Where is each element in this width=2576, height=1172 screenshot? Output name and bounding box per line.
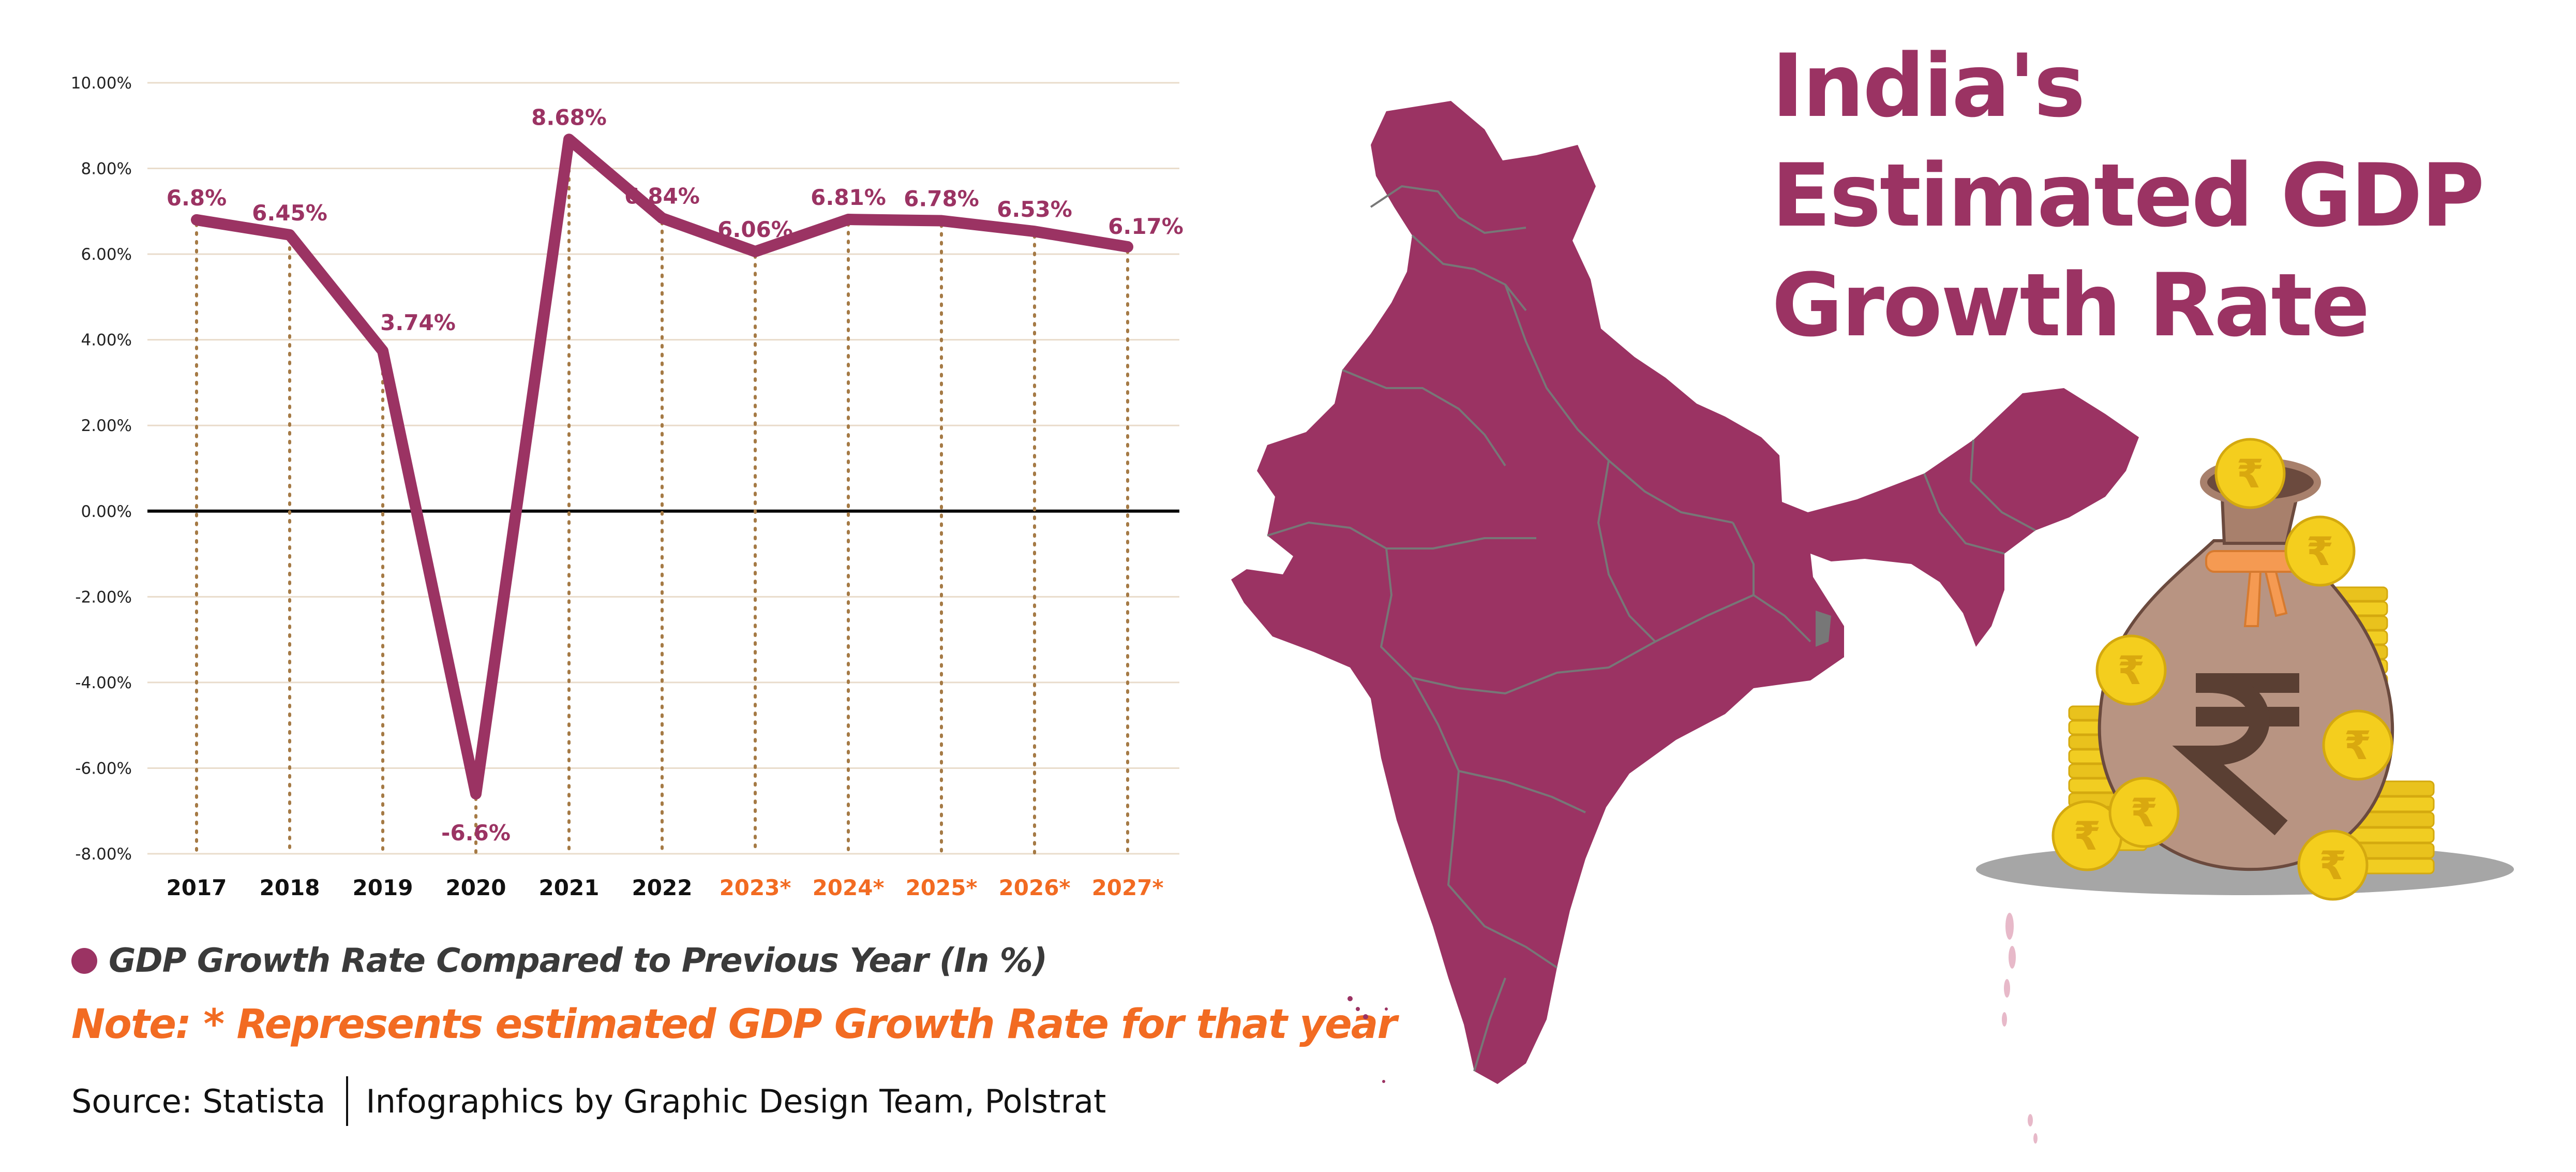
x-tick-label: 2019 [353,875,413,900]
y-tick-label: -8.00% [75,845,132,864]
data-point [1031,228,1038,235]
india-map-illustration [1231,101,2139,1144]
data-label: 6.8% [167,185,227,211]
gdp-line-chart: 10.00% 8.00% 6.00% 4.00% 2.00% 0.00% -2.00% -4.… [71,74,1184,900]
island-chain [2002,913,2038,1144]
legend-marker [71,948,97,974]
data-label: -6.6% [441,820,511,845]
rupee-symbol-icon [2172,673,2299,836]
coin-top: ₹ [2214,438,2286,509]
data-point [752,248,758,255]
y-tick-label: 8.00% [81,160,132,179]
money-bag-tie-string [2243,571,2262,627]
svg-text:₹: ₹ [2237,451,2264,497]
coin-bottom-left: ₹ [2051,800,2123,871]
x-tick-label: 2024* [813,875,885,900]
data-label: 6.53% [997,197,1072,222]
india-map-shape [1231,101,2139,1084]
coin-right: ₹ [2322,709,2393,781]
credit-text: Infographics by Graphic Design Team, Pol… [366,1082,1106,1120]
x-tick-label: 2018 [260,875,320,900]
svg-text:₹: ₹ [2319,842,2347,888]
y-tick-label: 6.00% [81,245,132,264]
svg-text:₹: ₹ [2307,528,2334,574]
y-tick-label: 2.00% [81,417,132,435]
data-point [566,136,572,143]
title-line-2: Estimated GDP [1772,145,2485,246]
coin-bottom-right: ₹ [2297,829,2369,901]
data-label: 6.84% [624,184,700,209]
data-label: 6.06% [717,217,793,242]
money-bag-illustration: ₹ ₹ ₹ ₹ ₹ ₹ ₹ [1976,438,2514,901]
x-tick-label: 2023* [720,875,791,900]
coin-upper-right: ₹ [2284,515,2356,587]
title-line-3: Growth Rate [1772,255,2370,356]
island-dots [1347,996,1388,1083]
state-borders [1267,185,2036,1072]
svg-text:₹: ₹ [2131,790,2158,836]
x-tick-label: 2017 [167,875,227,900]
data-point [1125,244,1131,250]
svg-text:₹: ₹ [2074,813,2101,859]
sri-lanka-fragment [1816,611,1831,647]
data-label: 3.74% [380,310,456,335]
series-line [191,133,1133,800]
data-label: 6.45% [252,200,327,226]
data-point [193,216,200,223]
x-tick-label: 2020 [446,875,506,900]
coin-left: ₹ [2095,634,2167,706]
svg-text:₹: ₹ [2118,647,2145,693]
x-tick-label: 2021 [539,875,600,900]
chart-legend: GDP Growth Rate Compared to Previous Yea… [71,942,1047,980]
data-label: 8.68% [531,105,607,130]
data-label: 6.78% [904,186,979,212]
y-tick-label: -2.00% [75,588,132,606]
y-tick-label: 10.00% [71,74,132,93]
coin-bottom-left-2: ₹ [2108,777,2180,848]
money-bag-tie-string-2 [2264,571,2288,617]
x-tick-label: 2026* [999,875,1071,900]
y-tick-label: -4.00% [75,674,132,692]
data-point [845,216,851,223]
data-point [287,231,293,238]
data-point [659,215,665,221]
coin-stack-far-right [2347,780,2435,874]
legend-label: GDP Growth Rate Compared to Previous Yea… [109,942,1047,980]
y-tick-label: -6.00% [75,759,132,778]
y-tick-label: 4.00% [81,331,132,350]
page-title: India's Estimated GDP Growth Rate [1772,31,2548,360]
source-divider [346,1076,349,1126]
title-line-1: India's [1772,35,2086,137]
data-point [938,217,945,224]
svg-text:₹: ₹ [2344,722,2372,768]
estimate-note: Note: * Represents estimated GDP Growth … [71,1001,1397,1048]
source-text: Source: Statista [71,1082,326,1120]
x-tick-label: 2022 [632,875,693,900]
data-label: 6.17% [1108,214,1184,239]
rupee-coins: ₹ ₹ ₹ ₹ ₹ ₹ ₹ [2051,438,2393,901]
data-label: 6.81% [811,185,886,210]
data-point [380,348,386,354]
data-point [473,791,479,797]
source-line: Source: Statista Infographics by Graphic… [71,1076,1106,1126]
x-tick-label: 2025* [906,875,978,900]
y-tick-label: 0.00% [81,502,132,521]
x-tick-label: 2027* [1092,875,1164,900]
